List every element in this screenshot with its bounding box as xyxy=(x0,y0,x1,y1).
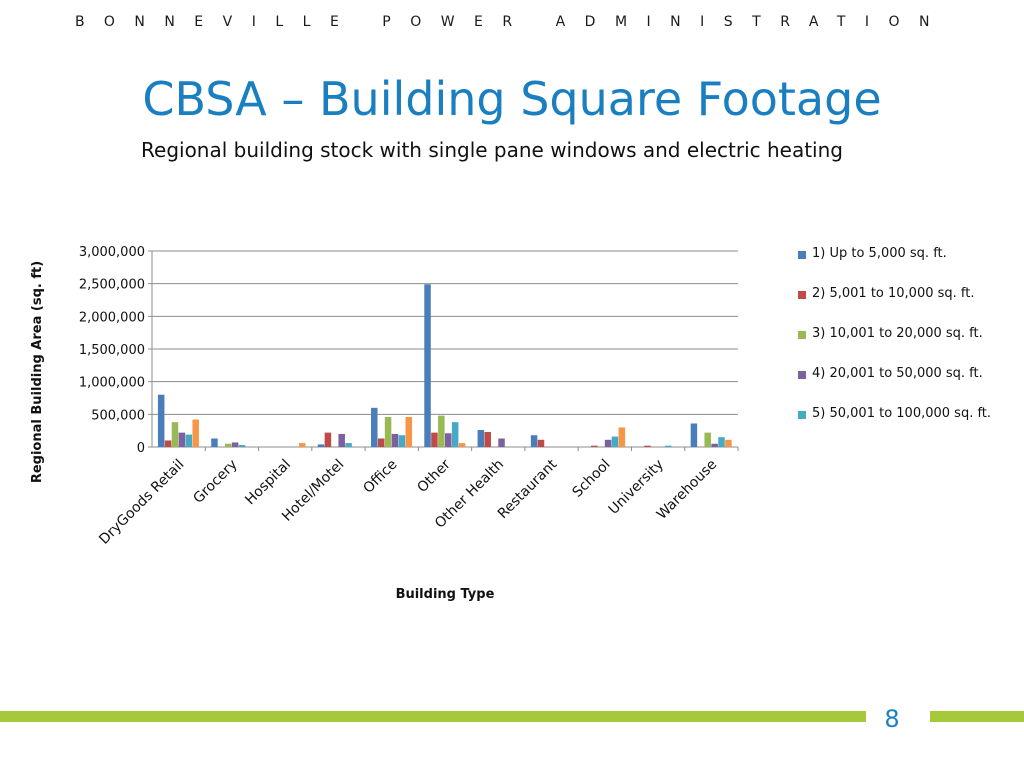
bar xyxy=(345,443,352,447)
bar xyxy=(618,427,626,447)
legend-item: 5) 50,001 to 100,000 sq. ft. xyxy=(798,406,1020,446)
footer-accent-band-right xyxy=(930,711,1024,722)
legend-item: 2) 5,001 to 10,000 sq. ft. xyxy=(798,286,1020,326)
x-tick-label: Grocery xyxy=(190,457,240,507)
bar xyxy=(438,415,445,447)
bar xyxy=(185,434,193,447)
bar xyxy=(317,444,325,447)
x-tick-label: Hospital xyxy=(242,457,294,509)
legend-swatch xyxy=(798,371,806,379)
y-tick-label: 2,000,000 xyxy=(79,310,145,325)
bar xyxy=(664,445,672,447)
bar xyxy=(398,435,406,447)
x-tick-label: DryGoods Retail xyxy=(96,457,187,548)
bar xyxy=(445,433,452,447)
bar xyxy=(484,431,491,447)
y-tick-label: 1,500,000 xyxy=(79,343,145,358)
bar xyxy=(384,416,392,447)
y-tick-label: 3,000,000 xyxy=(79,245,145,260)
bar xyxy=(690,423,698,447)
y-tick-label: 2,500,000 xyxy=(79,278,145,293)
bar xyxy=(371,407,378,447)
legend-label: 5) 50,001 to 100,000 sq. ft. xyxy=(812,406,992,421)
legend-label: 4) 20,001 to 50,000 sq. ft. xyxy=(812,366,983,381)
x-axis-title: Building Type xyxy=(396,587,495,602)
x-tick-label: Other xyxy=(414,456,454,496)
slide-title: CBSA – Building Square Footage xyxy=(142,72,882,126)
bar xyxy=(498,438,505,447)
footer-accent-band xyxy=(0,711,866,722)
bar xyxy=(591,445,598,447)
y-tick-label: 1,000,000 xyxy=(79,376,145,391)
x-tick-label: School xyxy=(569,457,613,501)
bar xyxy=(405,416,413,447)
bar xyxy=(725,439,732,447)
bar xyxy=(424,284,431,447)
bar xyxy=(711,443,718,447)
bar xyxy=(537,439,545,447)
chart-legend: 1) Up to 5,000 sq. ft. 2) 5,001 to 10,000… xyxy=(798,246,1020,446)
bar xyxy=(178,432,186,447)
bar xyxy=(171,422,179,447)
legend-item: 3) 10,001 to 20,000 sq. ft. xyxy=(798,326,1020,366)
bar xyxy=(324,432,332,447)
bar xyxy=(338,433,345,447)
bar xyxy=(530,435,538,447)
organization-name: BONNEVILLE POWER ADMINISTRATION xyxy=(74,14,950,30)
bar xyxy=(231,442,239,447)
legend-swatch xyxy=(798,411,806,419)
bar xyxy=(238,445,246,447)
y-tick-label: 0 xyxy=(137,441,145,456)
bar xyxy=(377,438,385,447)
bar xyxy=(604,439,612,447)
bar xyxy=(391,433,399,447)
legend-label: 1) Up to 5,000 sq. ft. xyxy=(812,246,947,261)
y-tick-label: 500,000 xyxy=(91,408,145,423)
legend-item: 4) 20,001 to 50,000 sq. ft. xyxy=(798,366,1020,406)
legend-label: 3) 10,001 to 20,000 sq. ft. xyxy=(812,326,983,341)
bar xyxy=(157,394,165,447)
page-number: 8 xyxy=(884,705,900,733)
bar xyxy=(298,443,306,447)
bar xyxy=(211,438,218,447)
legend-swatch xyxy=(798,291,806,299)
legend-item: 1) Up to 5,000 sq. ft. xyxy=(798,246,1020,286)
bar xyxy=(451,422,459,447)
bar xyxy=(704,432,711,447)
slide-subtitle: Regional building stock with single pane… xyxy=(141,138,843,162)
bar xyxy=(718,437,725,447)
bar xyxy=(611,436,619,447)
x-tick-label: Office xyxy=(360,457,400,497)
bar xyxy=(192,419,199,447)
bar xyxy=(477,430,485,447)
bar xyxy=(225,443,232,447)
legend-swatch xyxy=(798,331,806,339)
bar xyxy=(644,445,651,447)
legend-label: 2) 5,001 to 10,000 sq. ft. xyxy=(812,286,975,301)
bar xyxy=(458,443,466,447)
bar xyxy=(164,440,172,447)
legend-swatch xyxy=(798,251,806,259)
bar xyxy=(431,432,438,447)
y-axis-title: Regional Building Area (sq. ft) xyxy=(30,261,45,483)
